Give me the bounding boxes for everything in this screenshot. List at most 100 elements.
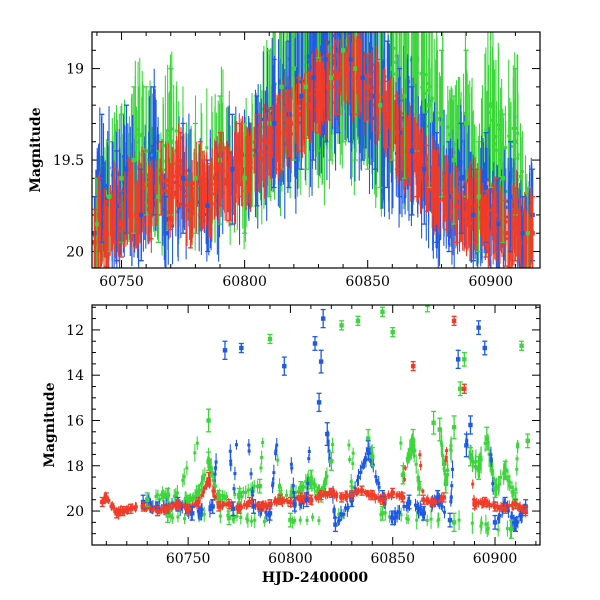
- data-point: [335, 40, 341, 115]
- data-point: [324, 422, 330, 447]
- data-point: [277, 494, 283, 505]
- data-point: [257, 501, 263, 512]
- data-point: [508, 519, 514, 539]
- data-point: [222, 340, 228, 360]
- data-point: [148, 172, 154, 240]
- data-point: [397, 67, 403, 198]
- data-point: [451, 512, 457, 533]
- data-point: [195, 496, 201, 508]
- data-point: [525, 433, 531, 449]
- data-point: [230, 501, 236, 517]
- data-point: [210, 499, 216, 514]
- data-point: [168, 163, 174, 231]
- data-point: [455, 349, 461, 370]
- data-point: [467, 446, 473, 467]
- data-point: [229, 113, 235, 225]
- data-point: [492, 478, 498, 499]
- data-point: [349, 490, 355, 501]
- data-point: [420, 505, 426, 521]
- data-point: [251, 499, 257, 514]
- data-point: [525, 186, 531, 268]
- data-point: [522, 208, 528, 268]
- data-point: [379, 505, 385, 521]
- data-point: [128, 503, 134, 514]
- data-point: [308, 469, 314, 490]
- data-point: [475, 141, 481, 253]
- data-point: [271, 58, 277, 189]
- data-point: [457, 381, 463, 397]
- data-point: [420, 494, 426, 505]
- data-point: [257, 478, 263, 494]
- data-point: [345, 35, 351, 103]
- data-point: [406, 494, 412, 510]
- data-point: [372, 32, 378, 170]
- data-point: [451, 95, 457, 225]
- data-point: [476, 320, 482, 336]
- data-point: [238, 342, 244, 354]
- data-point: [119, 190, 125, 258]
- data-point: [141, 150, 147, 225]
- data-point: [287, 512, 293, 528]
- data-point: [291, 32, 297, 161]
- data-point: [482, 496, 488, 508]
- data-point: [111, 168, 117, 244]
- data-point: [502, 503, 508, 514]
- data-point: [163, 196, 169, 268]
- data-point: [410, 428, 416, 453]
- data-point: [103, 492, 109, 503]
- data-point: [424, 144, 430, 212]
- bottom-plot-frame: [91, 304, 541, 546]
- data-point: [180, 122, 186, 234]
- data-point: [484, 426, 490, 451]
- data-point: [318, 490, 324, 501]
- data-point: [328, 451, 334, 471]
- data-point: [410, 360, 416, 372]
- data-point: [106, 141, 112, 253]
- data-point: [266, 108, 272, 176]
- data-point: [379, 494, 385, 505]
- data-point: [311, 32, 317, 161]
- data-point: [247, 496, 253, 508]
- top-tick-labels: 60750 60800 60850 60900 19 19.5 20: [53, 62, 513, 290]
- data-point: [315, 58, 321, 134]
- data-point: [189, 505, 195, 521]
- x-tick-label: 60800: [268, 551, 313, 567]
- y-tick-label: 18: [66, 459, 84, 475]
- top-plot-frame: [91, 31, 541, 269]
- bottom-dense-points: [101, 430, 527, 540]
- data-point: [379, 306, 385, 317]
- data-point: [502, 460, 508, 480]
- data-point: [236, 487, 242, 503]
- data-point: [435, 490, 441, 505]
- data-point: [355, 315, 361, 327]
- data-point: [375, 58, 381, 134]
- x-tick-label: 60850: [370, 551, 415, 567]
- data-point: [384, 80, 390, 148]
- data-point: [267, 499, 273, 510]
- data-point: [463, 433, 469, 458]
- data-point: [281, 356, 287, 376]
- data-point: [328, 487, 334, 499]
- data-point: [390, 510, 396, 526]
- y-tick-label: 20: [66, 245, 84, 261]
- data-point: [482, 340, 488, 356]
- data-point: [339, 320, 345, 331]
- data-point: [298, 32, 304, 170]
- data-point: [451, 415, 457, 440]
- data-point: [347, 32, 353, 143]
- data-point: [523, 505, 529, 517]
- data-point: [256, 113, 262, 189]
- data-point: [463, 181, 469, 249]
- x-tick-label: 60750: [99, 274, 144, 290]
- data-point: [304, 492, 310, 508]
- data-point: [227, 153, 233, 222]
- data-point: [467, 415, 473, 435]
- bottom-x-axis-label: HJD-2400000: [262, 570, 369, 586]
- bottom-tick-labels: 60750 60800 60850 60900 12 14 16 18 20: [66, 323, 517, 567]
- data-point: [369, 490, 375, 501]
- data-point: [352, 32, 358, 161]
- bottom-ticks: [92, 305, 540, 546]
- y-tick-label: 20: [66, 504, 84, 520]
- data-point: [247, 135, 253, 203]
